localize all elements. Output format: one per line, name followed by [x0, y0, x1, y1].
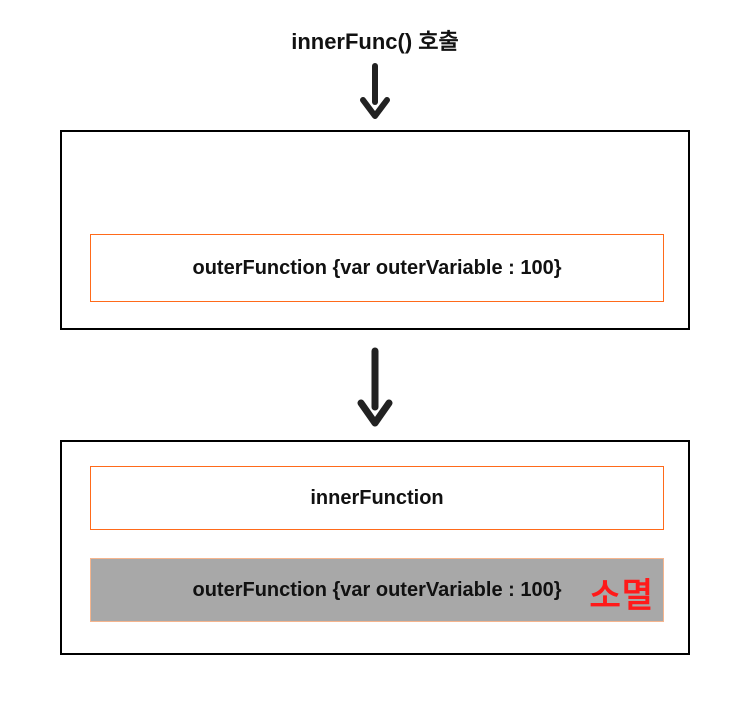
inner-function-box: innerFunction	[90, 466, 664, 530]
diagram-title: innerFunc() 호출	[0, 24, 750, 56]
destroyed-label: 소멸	[589, 568, 654, 617]
arrow-down-1	[0, 62, 750, 122]
closure-flow-diagram: innerFunc() 호출 outerFunction {var outerV…	[0, 0, 750, 713]
execution-context-panel-1: outerFunction {var outerVariable : 100}	[60, 130, 690, 330]
execution-context-panel-2: innerFunction outerFunction {var outerVa…	[60, 440, 690, 655]
outer-function-box-1: outerFunction {var outerVariable : 100}	[90, 234, 664, 302]
arrow-down-2	[0, 345, 750, 433]
outer-function-box-destroyed: outerFunction {var outerVariable : 100}	[90, 558, 664, 622]
